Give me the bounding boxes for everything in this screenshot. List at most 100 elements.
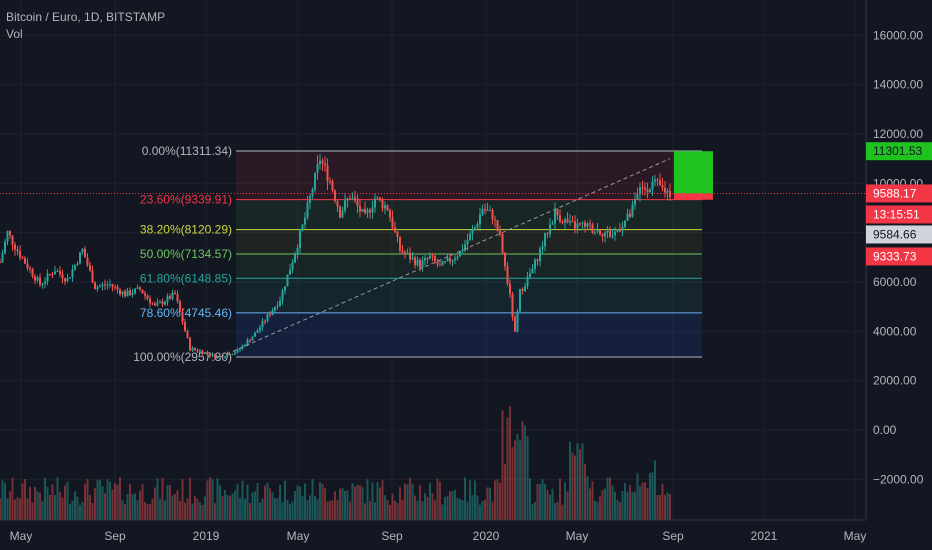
candle-body [166, 296, 169, 302]
volume-bar [594, 500, 596, 520]
candle-body [186, 330, 189, 338]
volume-bar [426, 496, 429, 520]
candle-body [579, 223, 581, 225]
candle-body [474, 227, 476, 231]
candle-body [404, 252, 406, 254]
volume-bar [124, 504, 126, 520]
candle-body [196, 349, 199, 352]
candle-body [341, 210, 344, 218]
volume-bar [386, 499, 389, 520]
time-axis[interactable]: May Sep 2019 May Sep 2020 May Sep 2021 May [0, 519, 866, 543]
volume-bar [626, 491, 629, 520]
candle-body [626, 213, 629, 221]
candle-body [189, 337, 191, 351]
volume-bar [494, 480, 496, 520]
volume-bar [99, 479, 101, 520]
volume-bar [624, 482, 626, 520]
candle-body [261, 320, 264, 328]
fib-level-label: 23.60%(9339.91) [140, 193, 232, 207]
symbol-title[interactable]: Bitcoin / Euro, 1D, BITSTAMP [6, 10, 166, 24]
candle-body [134, 288, 136, 294]
volume-bar [49, 494, 51, 520]
volume-bar [469, 480, 471, 520]
fib-zone [236, 312, 702, 358]
volume-bar [646, 488, 649, 520]
price-tick-label: 0.00 [873, 423, 897, 437]
candle-body [151, 303, 154, 305]
candle-body [669, 190, 671, 198]
volume-bar [209, 477, 211, 520]
volume-bar [11, 477, 14, 520]
candle-body [379, 197, 381, 201]
volume-bar [284, 480, 286, 520]
candle-body [594, 231, 596, 233]
candle-body [229, 354, 231, 356]
candle-body [49, 273, 51, 275]
candle-body [614, 231, 616, 236]
candle-body [226, 354, 229, 357]
volume-bar [669, 493, 671, 520]
volume-bar [121, 500, 124, 520]
volume-bar [376, 482, 379, 520]
volume-bar [459, 499, 461, 520]
volume-bar [326, 501, 329, 520]
candle-body [559, 215, 561, 222]
candle-body [249, 339, 251, 341]
volume-bar [24, 479, 26, 520]
candle-body [11, 235, 14, 245]
candle-body [581, 222, 584, 224]
volume-bar [66, 481, 69, 520]
volume-bar [146, 504, 149, 520]
candle-body [94, 282, 96, 290]
candle-body [556, 209, 559, 216]
candle-body [0, 262, 1, 264]
candle-body [399, 237, 401, 251]
candle-body [604, 232, 606, 237]
candle-body [59, 270, 61, 274]
candle-body [656, 179, 659, 181]
candle-body [526, 276, 529, 287]
volume-bar [261, 498, 264, 520]
fib-level-label: 61.80%(6148.85) [140, 271, 232, 285]
last-price-badge-text: 9588.17 [873, 186, 917, 200]
candle-body [136, 287, 139, 289]
volume-bar [636, 473, 639, 520]
volume-indicator-label[interactable]: Vol [6, 27, 23, 41]
volume-bar [474, 480, 476, 520]
volume-bar [94, 488, 96, 520]
candle-body [244, 345, 246, 347]
overlay-drawings[interactable] [0, 151, 866, 358]
volume-bar [379, 487, 381, 520]
volume-bar [306, 500, 309, 520]
volume-bar [411, 483, 414, 520]
fib-zone [236, 229, 702, 254]
candle-body [369, 209, 371, 213]
price-axis[interactable]: 16000.0014000.0012000.0010000.008000.006… [865, 0, 932, 520]
candle-body [24, 258, 26, 264]
volume-bar [319, 482, 321, 520]
candle-body [344, 200, 346, 211]
volume-bar [439, 481, 441, 520]
candle-body [519, 289, 521, 312]
candle-body [646, 189, 649, 193]
candle-body [126, 290, 129, 297]
volume-bar [311, 479, 314, 520]
candle-body [56, 270, 59, 272]
candle-body [291, 262, 294, 270]
volume-bar [361, 487, 364, 520]
volume-bar [564, 482, 566, 520]
volume-bar [149, 504, 151, 520]
candle-body [441, 261, 444, 266]
volume-bar [256, 482, 259, 520]
candle-body [46, 273, 49, 282]
volume-bar [231, 493, 234, 520]
candle-body [54, 271, 56, 275]
volume-bar [286, 499, 289, 520]
candle-body [149, 298, 151, 304]
candle-body [471, 230, 474, 234]
volume-bar [356, 484, 359, 520]
candle-body [496, 220, 499, 231]
volume-bar [266, 482, 269, 520]
candle-body [101, 284, 104, 286]
